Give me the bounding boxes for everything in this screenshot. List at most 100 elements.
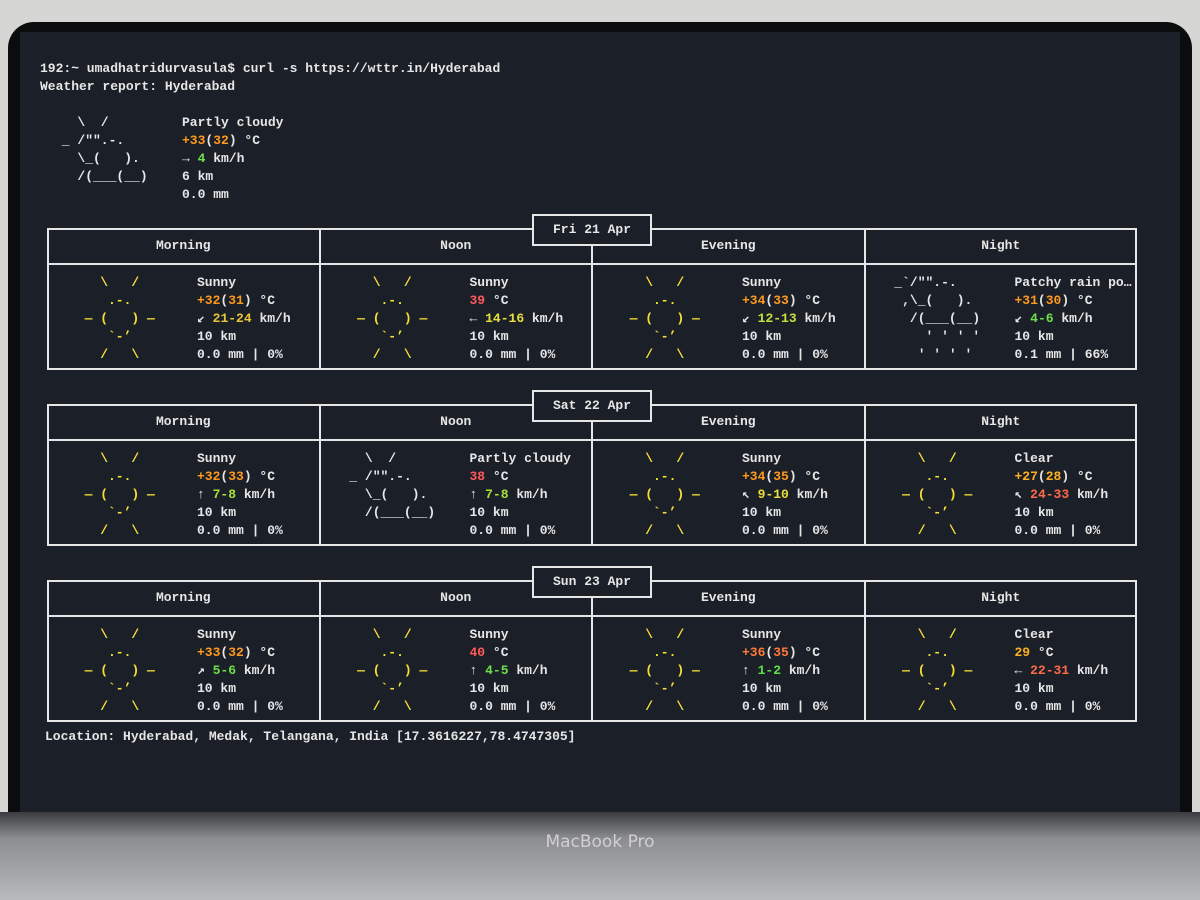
weather-icon: \ /: [54, 115, 156, 130]
text-segment: ←: [1014, 663, 1031, 678]
current-line: Partly cloudy: [182, 115, 284, 130]
weather-icon: /(___(__): [341, 505, 443, 520]
text-segment: ↙: [1014, 311, 1031, 326]
period-line: Sunny: [742, 451, 782, 466]
period-name: Morning: [155, 238, 211, 253]
text-segment: km/h: [205, 151, 245, 166]
weather-icon: ― ( ) ―: [69, 311, 171, 326]
weather-icon: `-’: [341, 681, 443, 696]
text-segment: km/h: [508, 663, 548, 678]
period-name: Noon: [440, 238, 472, 253]
period-line: 10 km: [197, 329, 237, 344]
weather-icon: \ /: [614, 451, 716, 466]
weather-icon: / \: [341, 699, 443, 714]
value-segment: 7-8: [212, 487, 237, 502]
period-line: 10 km: [742, 329, 782, 344]
period-line: +34(35) °C: [742, 468, 820, 486]
period-line: 38 °C: [470, 468, 509, 486]
text-segment: km/h: [781, 663, 821, 678]
column-divider: [863, 228, 866, 370]
period-line: 10 km: [469, 505, 509, 520]
weather-icon: ― ( ) ―: [69, 663, 171, 678]
period-line: Patchy rain po…: [1014, 275, 1132, 290]
text-segment: ←: [469, 311, 486, 326]
period-line: 10 km: [197, 505, 237, 520]
weather-icon: .-.: [69, 469, 171, 484]
period-line: +32(31) °C: [197, 292, 275, 310]
value-segment: +34: [742, 293, 766, 308]
period-line: 0.0 mm | 0%: [469, 699, 556, 714]
text-segment: ↑: [469, 487, 486, 502]
weather-icon: .-.: [69, 293, 171, 308]
text-segment: ↖: [1014, 487, 1031, 502]
text-segment: ) °C: [788, 645, 821, 660]
period-name: Evening: [700, 238, 756, 253]
current-line: +33(32) °C: [182, 132, 260, 150]
period-line: Sunny: [197, 275, 237, 290]
period-line: 0.0 mm | 0%: [469, 523, 556, 538]
weather-icon: ,\_( ).: [886, 293, 988, 308]
weather-icon: / \: [614, 699, 716, 714]
weather-icon: ― ( ) ―: [341, 311, 443, 326]
value-segment: 14-16: [485, 311, 525, 326]
weather-icon: \_( ).: [54, 151, 156, 166]
text-segment: (: [220, 645, 229, 660]
period-line: Sunny: [197, 451, 237, 466]
value-segment: 30: [1045, 293, 1062, 308]
weather-icon: .-.: [614, 645, 716, 660]
text-segment: km/h: [788, 487, 828, 502]
period-name: Noon: [440, 590, 472, 605]
weather-icon: `-’: [614, 329, 716, 344]
text-segment: →: [182, 151, 198, 166]
day-label: Sat 22 Apr: [532, 390, 652, 422]
period-line: ← 22-31 km/h: [1015, 662, 1109, 680]
text-segment: km/h: [1069, 487, 1109, 502]
text-segment: ↑: [469, 663, 486, 678]
text-segment: °C: [1030, 645, 1054, 660]
value-segment: +36: [742, 645, 766, 660]
period-line: 10 km: [469, 329, 509, 344]
column-divider: [591, 404, 593, 546]
value-segment: +27: [1014, 469, 1038, 484]
weather-icon: \ /: [886, 627, 988, 642]
period-line: Sunny: [469, 627, 509, 642]
value-segment: 21-24: [212, 311, 252, 326]
period-name: Morning: [155, 414, 211, 429]
weather-icon: \ /: [341, 627, 443, 642]
period-line: Sunny: [197, 627, 237, 642]
value-segment: 12-13: [757, 311, 797, 326]
weather-icon: `-’: [69, 329, 171, 344]
weather-icon: \ /: [614, 627, 716, 642]
weather-icon: `-’: [69, 505, 171, 520]
weather-icon: / \: [614, 347, 716, 362]
value-segment: 4-6: [1030, 311, 1054, 326]
value-segment: 35: [773, 469, 789, 484]
weather-icon: ― ( ) ―: [886, 487, 988, 502]
weather-icon: .-.: [341, 645, 443, 660]
weather-icon: / \: [341, 347, 443, 362]
period-line: 0.0 mm | 0%: [742, 523, 828, 538]
weather-icon: / \: [69, 699, 171, 714]
period-name: Noon: [440, 414, 472, 429]
current-line: 0.0 mm: [182, 187, 229, 202]
period-name: Evening: [700, 414, 756, 429]
value-segment: 1-2: [757, 663, 782, 678]
period-line: 0.0 mm | 0%: [1014, 699, 1101, 714]
value-segment: +31: [1014, 293, 1038, 308]
column-divider: [318, 228, 321, 370]
period-line: 0.0 mm | 0%: [1014, 523, 1101, 538]
period-line: Sunny: [469, 275, 509, 290]
text-segment: ) °C: [228, 133, 261, 148]
terminal-screen: 192:~ umadhatridurvasula$ curl -s https:…: [20, 32, 1180, 812]
weather-icon: \ /: [341, 451, 443, 466]
text-segment: ↑: [197, 487, 213, 502]
text-segment: ) °C: [788, 469, 821, 484]
weather-icon: ― ( ) ―: [341, 663, 443, 678]
day-label: Sun 23 Apr: [532, 566, 652, 598]
weather-icon: `-’: [614, 681, 716, 696]
period-line: +27(28) °C: [1015, 468, 1093, 486]
column-divider: [863, 404, 866, 546]
period-line: +36(35) °C: [742, 644, 820, 662]
period-name: Morning: [155, 590, 211, 605]
